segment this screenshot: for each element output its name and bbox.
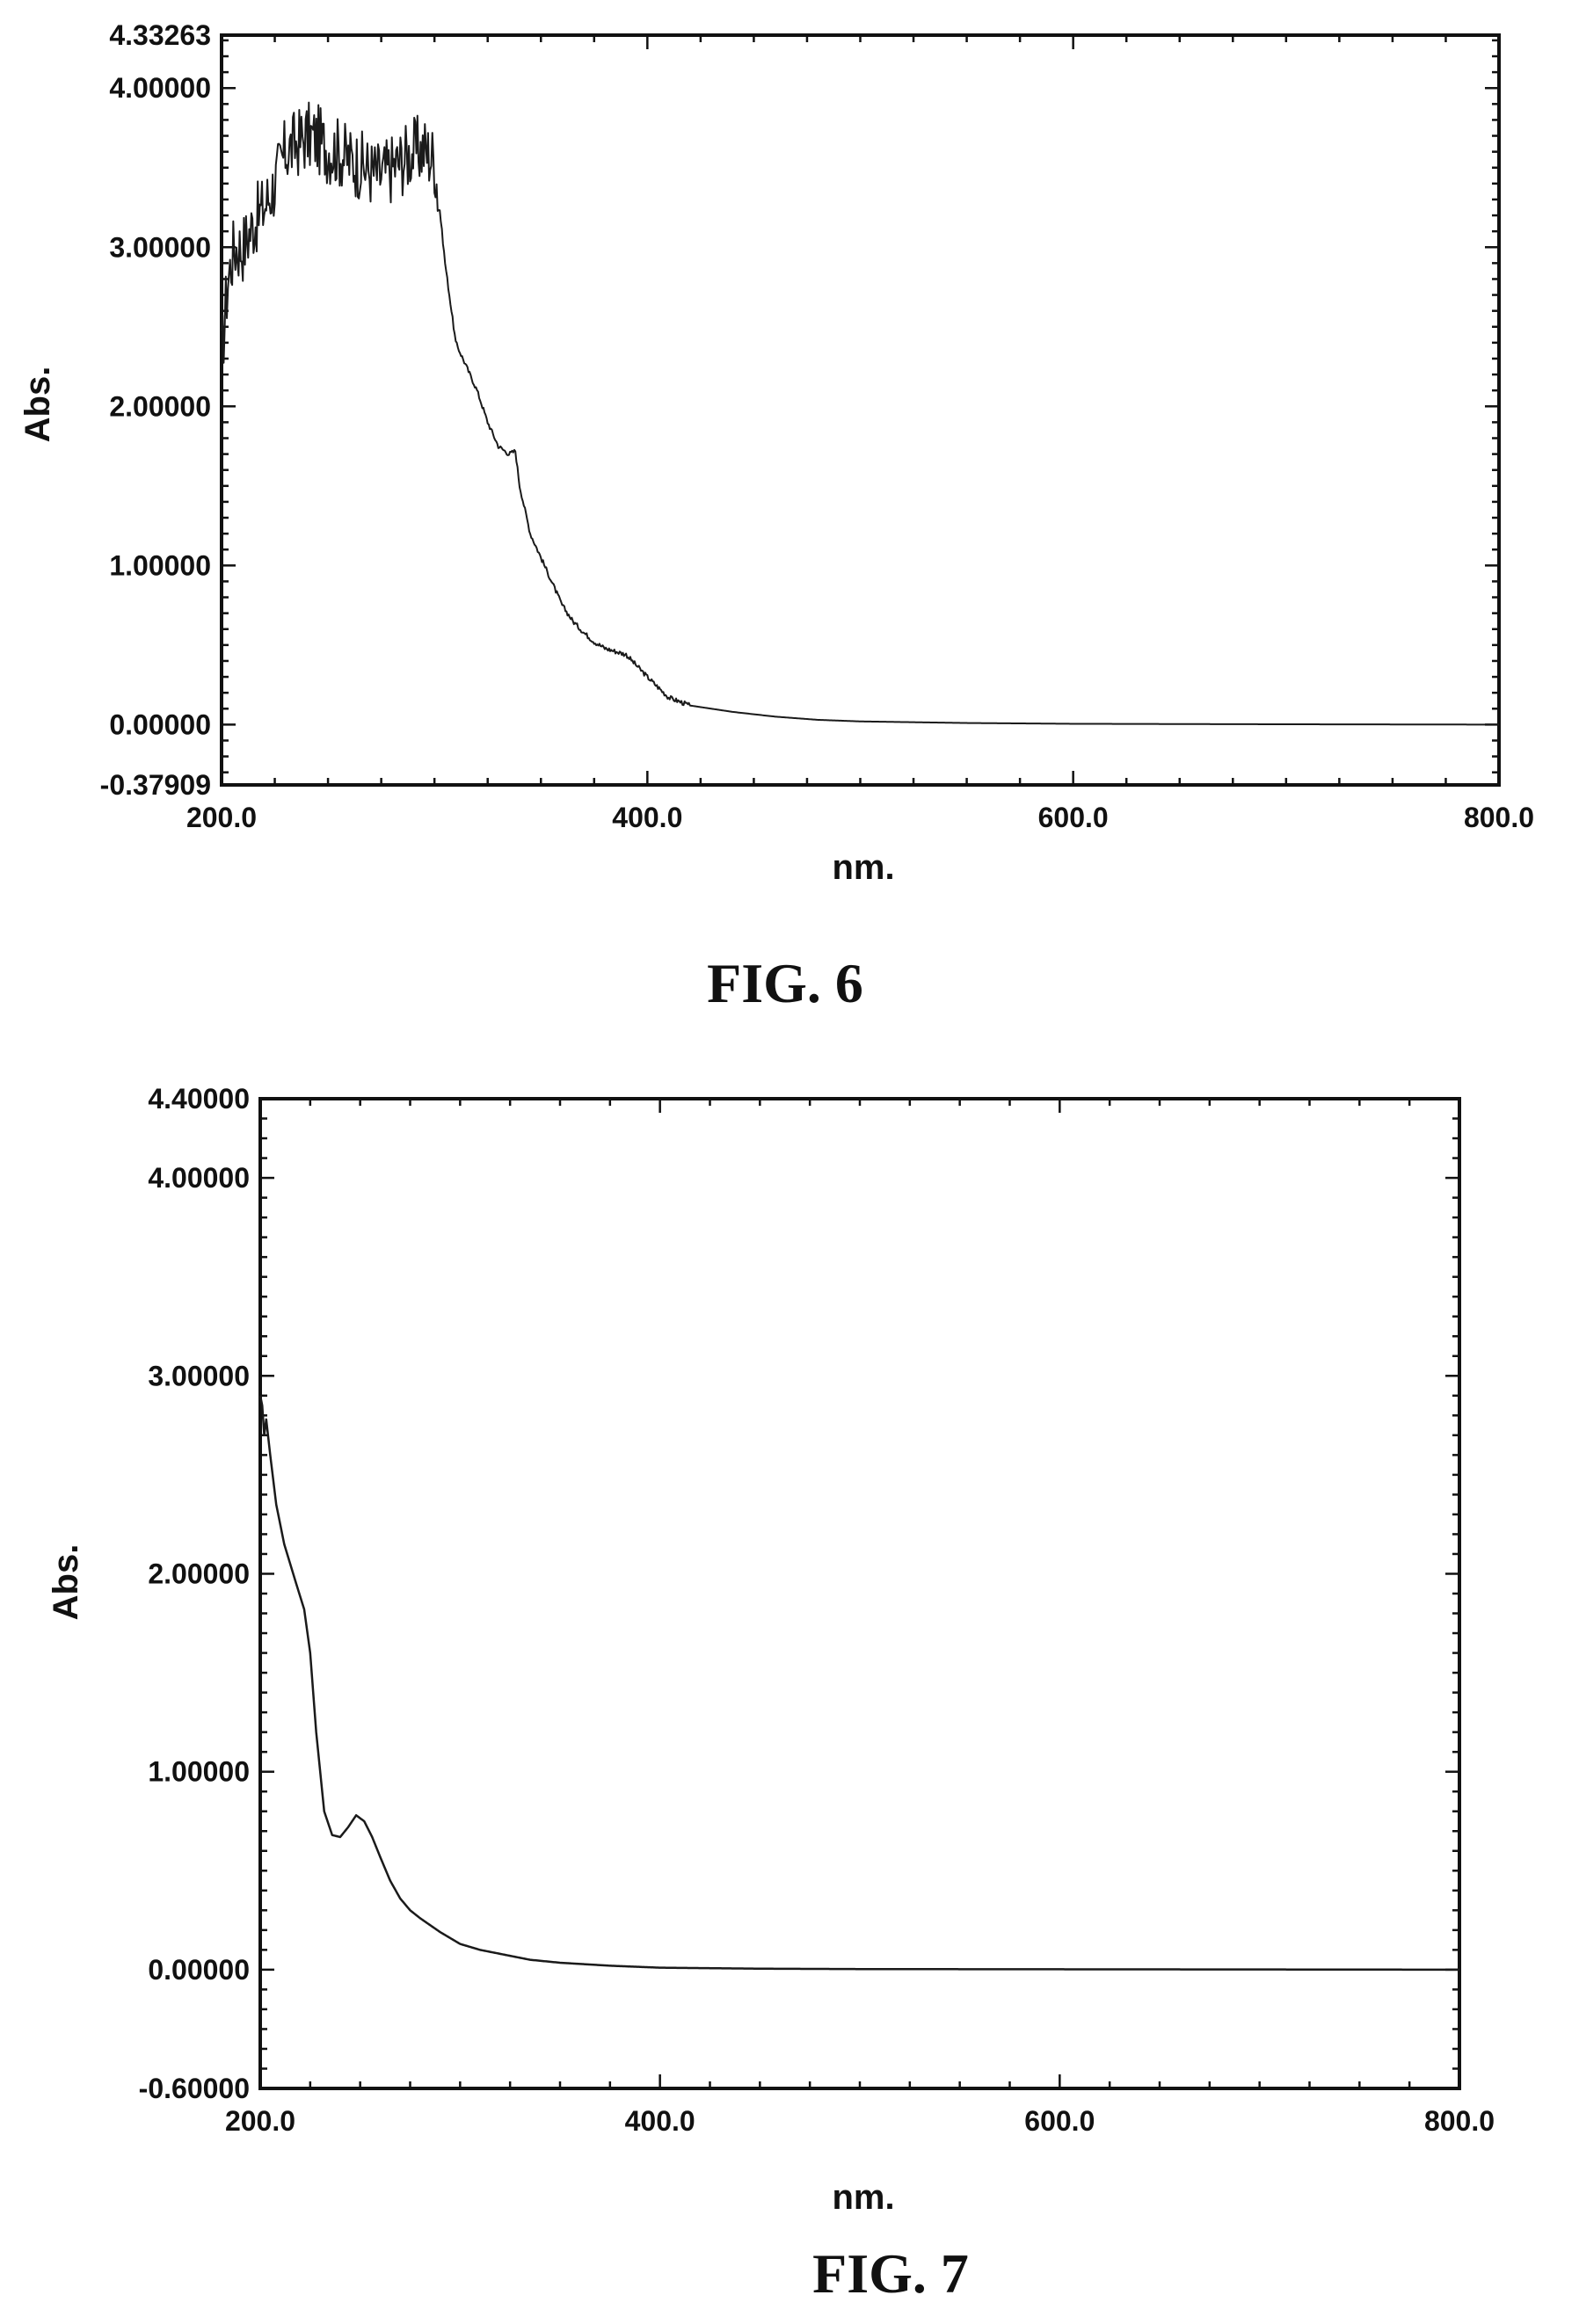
fig7-absorbance-series xyxy=(258,1395,1460,1972)
fig7-y-axis-label: Abs. xyxy=(47,1544,85,1621)
fig6-y-axis-label: Abs. xyxy=(18,367,57,443)
fig6-x-tick-label: 800.0 xyxy=(1464,802,1534,833)
fig6-x-axis-label: nm. xyxy=(832,848,894,887)
fig6-y-tick-label: 0.00000 xyxy=(109,708,211,740)
fig6-y-tick-label: 4.00000 xyxy=(109,72,211,104)
fig6-x-tick-label: 600.0 xyxy=(1038,802,1109,833)
fig6-y-tick-label: 4.33263 xyxy=(109,19,211,51)
fig6-y-tick-label: 1.00000 xyxy=(109,549,211,581)
fig7-y-tick-label: 2.00000 xyxy=(148,1558,250,1589)
fig7-x-tick-label: 800.0 xyxy=(1424,2105,1495,2137)
fig7-caption: FIG. 7 xyxy=(812,2242,969,2305)
fig7-y-tick-label: 1.00000 xyxy=(148,1756,250,1788)
fig7-y-tick-label: 4.00000 xyxy=(148,1162,250,1194)
fig6-chart: 200.0 400.0 600.0 800.0 4.33263 4.00000 3.0000… xyxy=(18,19,1534,1014)
fig7-x-tick-label: 400.0 xyxy=(625,2105,695,2137)
fig6-y-tick-label: -0.37909 xyxy=(100,769,211,801)
fig6-x-tick-label: 400.0 xyxy=(612,802,682,833)
fig7-x-tick-label: 600.0 xyxy=(1024,2105,1095,2137)
fig7-y-tick-label: -0.60000 xyxy=(139,2073,250,2104)
fig7-x-tick-label: 200.0 xyxy=(225,2105,295,2137)
fig7-y-tick-label: 0.00000 xyxy=(148,1954,250,1986)
fig6-caption: FIG. 6 xyxy=(707,952,863,1014)
fig7-y-tick-label: 3.00000 xyxy=(148,1360,250,1391)
fig6-y-tick-label: 2.00000 xyxy=(109,390,211,422)
fig6-x-tick-label: 200.0 xyxy=(186,802,257,833)
fig6-absorbance-series xyxy=(221,101,1499,726)
fig7-x-axis-label: nm. xyxy=(832,2178,894,2217)
fig7-y-tick-label: 4.40000 xyxy=(148,1083,250,1115)
fig6-plot-area: 200.0 400.0 600.0 800.0 4.33263 4.00000 3.0000… xyxy=(100,19,1534,833)
fig6-y-tick-label: 3.00000 xyxy=(109,231,211,263)
fig7-plot-frame xyxy=(258,1097,1461,2090)
fig7-plot-area: 200.0 400.0 600.0 800.0 4.40000 4.00000 3.0000… xyxy=(139,1083,1495,2137)
fig7-chart: 200.0 400.0 600.0 800.0 4.40000 4.00000 3.0000… xyxy=(47,1083,1495,2305)
